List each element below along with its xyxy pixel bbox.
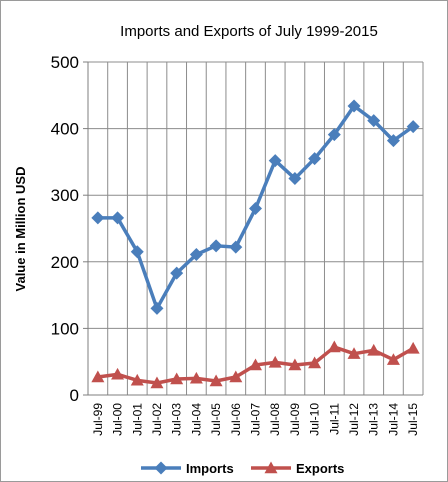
x-tick-label: Jul-99 — [91, 403, 105, 436]
x-tick-label: Jul-09 — [288, 403, 302, 436]
legend-marker-exports — [264, 461, 278, 474]
y-tick-label: 500 — [51, 53, 79, 72]
x-tick-label: Jul-11 — [327, 403, 341, 435]
x-tick-label: Jul-08 — [268, 403, 282, 436]
x-tick-label: Jul-10 — [308, 403, 322, 436]
imports-point — [268, 154, 282, 168]
imports-point — [288, 172, 302, 186]
series-exports — [91, 340, 420, 389]
imports-point — [386, 134, 400, 148]
imports-point — [209, 239, 223, 253]
imports-point — [327, 128, 341, 142]
imports-point — [406, 120, 420, 134]
x-tick-label: Jul-03 — [170, 403, 184, 436]
legend: Imports Exports — [141, 461, 344, 476]
legend-item-exports: Exports — [251, 461, 344, 476]
exports-point — [111, 367, 125, 380]
y-tick-labels: 0 100 200 300 400 500 — [51, 53, 79, 405]
imports-point — [249, 202, 262, 216]
exports-point — [268, 355, 282, 368]
y-tick-label: 400 — [51, 120, 79, 139]
x-tick-label: Jul-07 — [249, 403, 263, 436]
legend-marker-imports — [154, 461, 168, 475]
x-tick-label: Jul-14 — [386, 403, 400, 436]
exports-point — [288, 358, 302, 371]
x-tick-label: Jul-01 — [130, 403, 144, 436]
x-tick-labels: Jul-99 Jul-00 Jul-01 Jul-02 Jul-03 Jul-04 Jul-… — [91, 403, 420, 436]
exports-point — [308, 356, 322, 369]
exports-point — [189, 371, 203, 384]
imports-point — [347, 99, 361, 113]
exports-point — [406, 341, 420, 354]
y-tick-label: 100 — [51, 319, 79, 338]
exports-point — [367, 343, 381, 356]
imports-point — [308, 152, 322, 166]
imports-point — [150, 301, 164, 315]
exports-point — [386, 353, 400, 365]
exports-point — [327, 340, 341, 353]
series-imports — [91, 99, 420, 315]
imports-point — [189, 247, 203, 261]
x-tick-label: Jul-15 — [406, 403, 420, 436]
imports-point — [111, 211, 125, 225]
exports-point — [229, 370, 243, 383]
y-tick-label: 0 — [70, 386, 79, 405]
series-layer — [91, 99, 420, 389]
legend-label-imports: Imports — [186, 461, 234, 476]
x-tick-label: Jul-04 — [189, 403, 203, 436]
exports-point — [150, 376, 164, 389]
legend-label-exports: Exports — [296, 461, 344, 476]
x-tick-label: Jul-05 — [209, 403, 223, 436]
imports-point — [130, 245, 144, 259]
gridlines — [87, 61, 424, 396]
legend-item-imports: Imports — [141, 461, 234, 476]
imports-point — [170, 266, 184, 280]
y-tick-label: 200 — [51, 253, 79, 272]
exports-point — [209, 374, 223, 387]
x-tick-label: Jul-02 — [150, 403, 164, 436]
x-tick-label: Jul-13 — [367, 403, 381, 436]
imports-point — [91, 211, 105, 225]
axes — [83, 61, 423, 396]
exports-point — [91, 370, 105, 383]
chart-title: Imports and Exports of July 1999-2015 — [120, 23, 378, 40]
imports-point — [229, 240, 243, 254]
imports-point — [367, 114, 381, 128]
x-tick-label: Jul-00 — [111, 403, 125, 436]
x-tick-label: Jul-06 — [229, 403, 243, 436]
x-tick-label: Jul-12 — [347, 403, 361, 436]
exports-point — [170, 372, 184, 385]
y-axis-label: Value in Million USD — [13, 167, 28, 292]
y-tick-label: 300 — [51, 186, 79, 205]
exports-point — [130, 373, 144, 386]
exports-point — [249, 358, 262, 371]
exports-point — [347, 347, 361, 359]
